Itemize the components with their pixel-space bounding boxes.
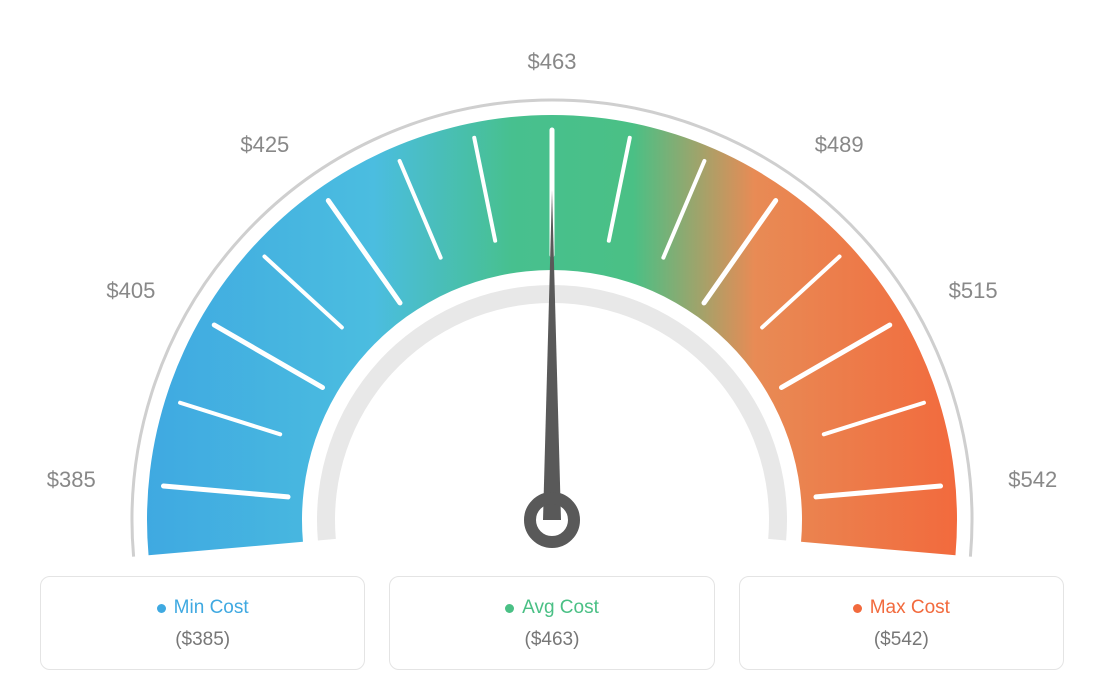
legend-dot-max [853,604,862,613]
svg-text:$515: $515 [949,278,998,303]
legend-label-min: Min Cost [157,597,249,619]
legend-value-max: ($542) [756,629,1047,651]
gauge-svg: $385 $405 $425 $463 $489 $515 $542 [0,0,1104,560]
legend-value-min: ($385) [57,629,348,651]
legend-dot-min [157,604,166,613]
svg-text:$463: $463 [528,49,577,74]
legend-label-max: Max Cost [853,597,950,619]
legend-label-avg: Avg Cost [505,597,599,619]
legend-row: Min Cost ($385) Avg Cost ($463) Max Cost… [40,576,1064,670]
legend-text-avg: Avg Cost [522,597,599,619]
legend-dot-avg [505,604,514,613]
legend-text-min: Min Cost [174,597,249,619]
legend-value-avg: ($463) [406,629,697,651]
svg-text:$425: $425 [240,132,289,157]
svg-text:$385: $385 [47,467,96,492]
legend-text-max: Max Cost [870,597,950,619]
legend-card-avg: Avg Cost ($463) [389,576,714,670]
svg-text:$542: $542 [1008,467,1057,492]
gauge-chart: $385 $405 $425 $463 $489 $515 $542 [0,0,1104,560]
svg-text:$489: $489 [815,132,864,157]
legend-card-min: Min Cost ($385) [40,576,365,670]
legend-card-max: Max Cost ($542) [739,576,1064,670]
svg-text:$405: $405 [106,278,155,303]
